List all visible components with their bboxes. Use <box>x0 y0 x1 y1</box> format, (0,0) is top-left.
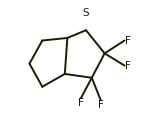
Text: F: F <box>125 61 130 71</box>
Text: S: S <box>83 8 89 18</box>
Text: F: F <box>125 36 130 46</box>
Text: F: F <box>98 100 104 110</box>
Text: F: F <box>78 98 84 108</box>
